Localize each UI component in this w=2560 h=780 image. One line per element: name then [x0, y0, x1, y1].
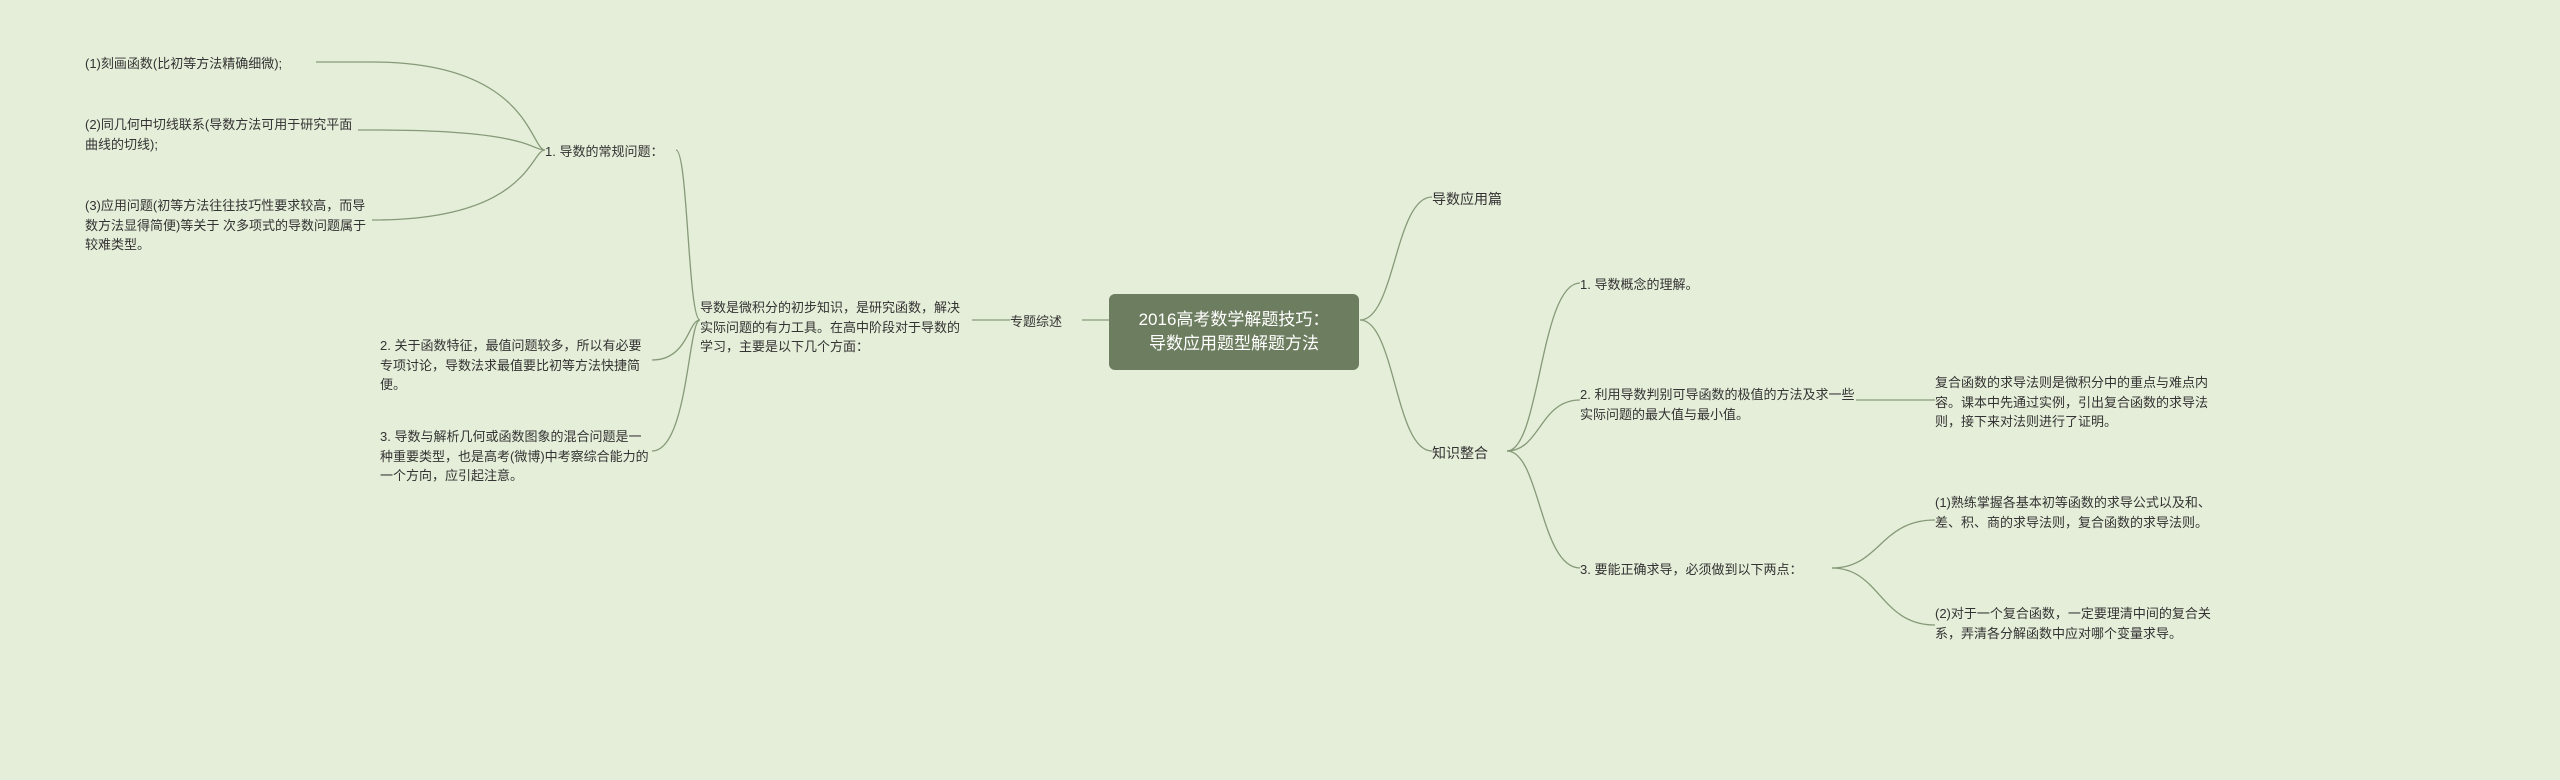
right-r3-3: (2)对于一个复合函数，一定要理清中间的复合关系，弄清各分解函数中应对哪个变量求…	[1935, 604, 2220, 643]
root-node: 2016高考数学解题技巧： 导数应用题型解题方法	[1109, 294, 1359, 370]
right-r1-1: 导数应用篇	[1432, 189, 1522, 210]
left-l4-3: (3)应用问题(初等方法往往技巧性要求较高，而导数方法显得简便)等关于 次多项式…	[85, 196, 370, 255]
right-r2-1: 1. 导数概念的理解。	[1580, 275, 1720, 295]
left-l3-2: 2. 关于函数特征，最值问题较多，所以有必要专项讨论，导数法求最值要比初等方法快…	[380, 336, 650, 395]
left-l2: 导数是微积分的初步知识，是研究函数，解决实际问题的有力工具。在高中阶段对于导数的…	[700, 298, 970, 357]
root-line2: 导数应用题型解题方法	[1131, 332, 1337, 356]
right-r2-2: 2. 利用导数判别可导函数的极值的方法及求一些实际问题的最大值与最小值。	[1580, 385, 1855, 424]
root-line1: 2016高考数学解题技巧：	[1131, 308, 1337, 332]
right-r3-2: (1)熟练掌握各基本初等函数的求导公式以及和、差、积、商的求导法则，复合函数的求…	[1935, 493, 2215, 532]
left-l4-2: (2)同几何中切线联系(导数方法可用于研究平面曲线的切线);	[85, 115, 355, 154]
left-l1: 专题综述	[1010, 312, 1080, 332]
left-l3-1: 1. 导数的常规问题：	[545, 142, 675, 162]
right-r1-2: 知识整合	[1432, 443, 1507, 464]
right-r2-3: 3. 要能正确求导，必须做到以下两点：	[1580, 560, 1830, 580]
left-l4-1: (1)刻画函数(比初等方法精确细微);	[85, 54, 315, 74]
left-l3-3: 3. 导数与解析几何或函数图象的混合问题是一种重要类型，也是高考(微博)中考察综…	[380, 427, 650, 486]
right-r3-1: 复合函数的求导法则是微积分中的重点与难点内容。课本中先通过实例，引出复合函数的求…	[1935, 373, 2220, 432]
